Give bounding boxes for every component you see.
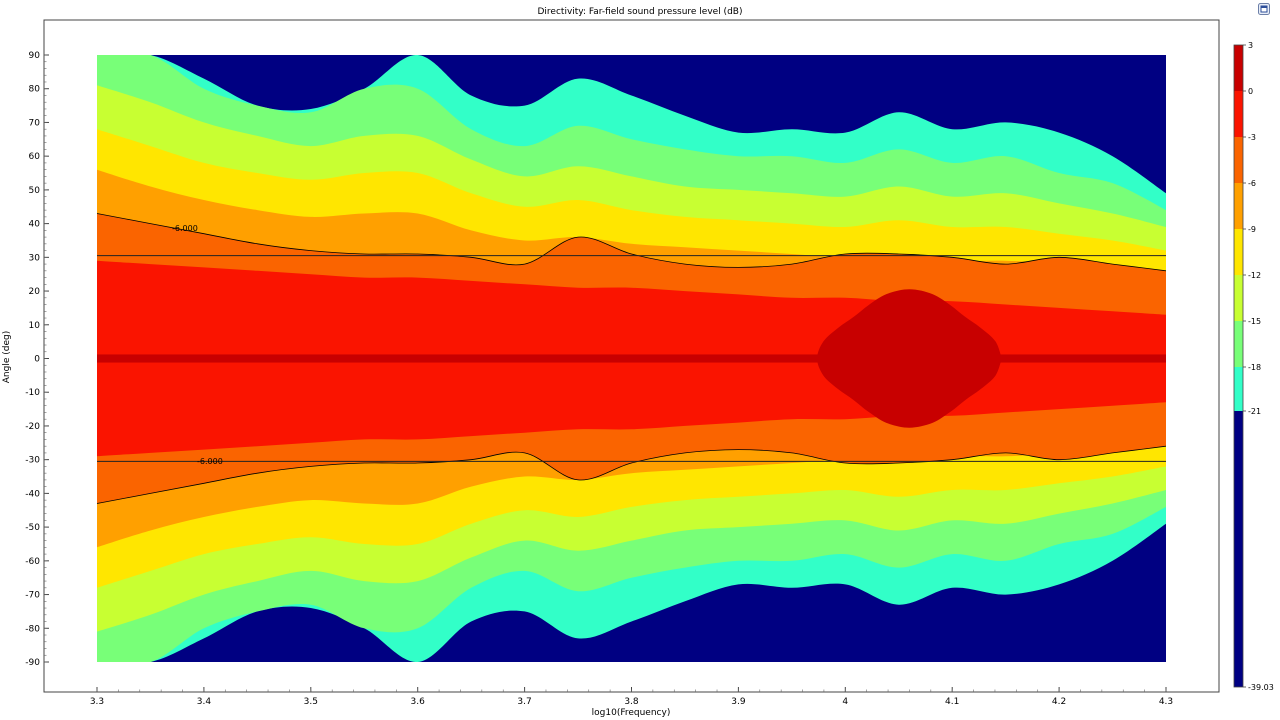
- y-tick-label: 20: [29, 287, 41, 297]
- colorbar-swatch: [1234, 275, 1243, 321]
- colorbar-label: 0: [1248, 87, 1253, 96]
- y-tick-label: 10: [29, 321, 41, 331]
- colorbar-swatch: [1234, 367, 1243, 411]
- y-tick-label: -40: [25, 489, 40, 499]
- y-tick-label: -70: [25, 591, 40, 601]
- colorbar-frame: [1233, 44, 1244, 688]
- y-tick-label: -80: [25, 624, 40, 634]
- colorbar-label: -39.03: [1248, 683, 1274, 692]
- contour-label-upper: -6.000: [172, 224, 198, 233]
- y-tick-label: 90: [29, 51, 41, 61]
- colorbar-label: 3: [1248, 41, 1253, 50]
- y-tick-label: -90: [25, 658, 40, 668]
- contour-line-lower: [96, 445, 1167, 504]
- x-tick-label: 3.8: [624, 697, 639, 707]
- colorbar-label: -3: [1248, 133, 1256, 142]
- contour-line-upper: [96, 213, 1167, 272]
- window-restore-icon[interactable]: [1258, 3, 1270, 15]
- y-tick-label: -60: [25, 557, 40, 567]
- x-tick-label: 4.1: [945, 697, 959, 707]
- y-axis-label: Angle (deg): [2, 331, 12, 383]
- colorbar-label: -12: [1248, 271, 1261, 280]
- colorbar-label: -15: [1248, 317, 1261, 326]
- y-tick-label: -10: [25, 388, 40, 398]
- y-tick-label: -20: [25, 422, 40, 432]
- y-tick-label: 0: [34, 355, 40, 365]
- x-tick-label: 3.9: [731, 697, 746, 707]
- x-tick-label: 3.4: [197, 697, 212, 707]
- y-axis: 90 80 70 60 50 40 30 20 10 0 -10 -20 -30 -40 -50 -60 -70…: [25, 51, 49, 668]
- band-zero-line: [97, 354, 1166, 363]
- x-axis: 3.3 3.4 3.5 3.6 3.7 3.8 3.9 4 4.1 4.2 4.3: [90, 687, 1173, 707]
- y-tick-label: -50: [25, 523, 40, 533]
- band-level-max: [817, 289, 1002, 428]
- x-tick-label: 4.3: [1159, 697, 1173, 707]
- colorbar-swatch: [1234, 321, 1243, 367]
- colorbar: 3 0 -3 -6 -9 -12 -15 -18 -21 -39.03: [1233, 41, 1274, 692]
- heatmap-area: [97, 55, 1166, 662]
- colorbar-swatch: [1234, 137, 1243, 183]
- y-tick-label: 60: [29, 152, 41, 162]
- colorbar-swatch: [1234, 45, 1243, 91]
- colorbar-label: -18: [1248, 363, 1261, 372]
- x-tick-label: 3.5: [304, 697, 318, 707]
- chart-title: Directivity: Far-field sound pressure le…: [537, 7, 743, 17]
- x-tick-label: 3.3: [90, 697, 104, 707]
- colorbar-swatch: [1234, 229, 1243, 275]
- x-axis-label: log10(Frequency): [592, 708, 671, 718]
- colorbar-swatch: [1234, 91, 1243, 137]
- x-tick-label: 3.7: [517, 697, 531, 707]
- y-tick-label: 50: [29, 186, 41, 196]
- y-tick-label: 70: [29, 118, 41, 128]
- contour-label-lower: -6.000: [197, 457, 223, 466]
- x-tick-label: 3.6: [411, 697, 426, 707]
- y-tick-label: 30: [29, 253, 41, 263]
- y-tick-label: 80: [29, 85, 41, 95]
- colorbar-label: -21: [1248, 407, 1261, 416]
- y-tick-label: 40: [29, 220, 41, 230]
- x-tick-label: 4: [842, 697, 848, 707]
- x-tick-label: 4.2: [1052, 697, 1066, 707]
- y-tick-label: -30: [25, 456, 40, 466]
- colorbar-swatch: [1234, 183, 1243, 229]
- colorbar-label: -9: [1248, 225, 1256, 234]
- colorbar-swatch: [1234, 411, 1243, 687]
- colorbar-label: -6: [1248, 179, 1256, 188]
